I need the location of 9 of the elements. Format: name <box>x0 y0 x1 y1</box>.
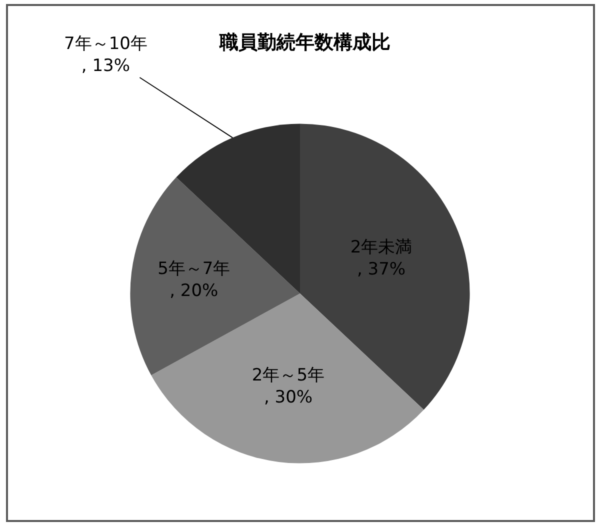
data-label: , 37% <box>356 259 406 280</box>
data-label: , 30% <box>264 388 313 408</box>
slice-label: 2年～5年 <box>252 366 325 386</box>
data-label: , 13% <box>81 56 130 76</box>
slice-label: 2年未満 <box>350 237 412 258</box>
data-label: , 20% <box>170 281 218 302</box>
slice-label: 5年～7年 <box>158 259 230 280</box>
slice-label: 7年～10年 <box>64 34 148 54</box>
chart-title: 職員勤続年数構成比 <box>218 32 390 54</box>
